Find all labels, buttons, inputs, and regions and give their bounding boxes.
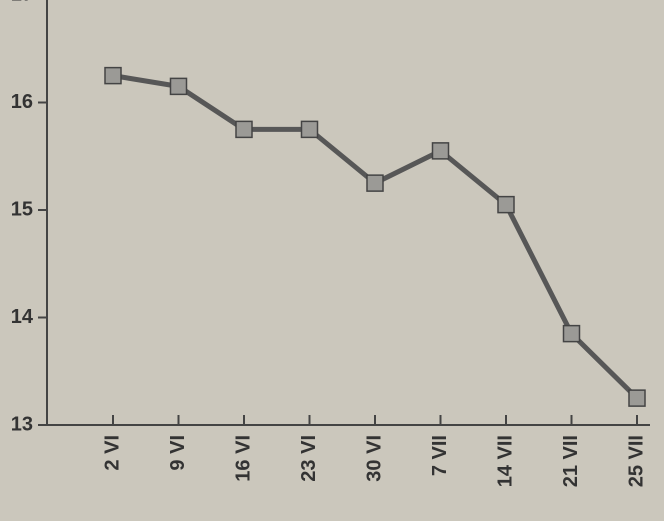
marker [497, 195, 515, 214]
y-tick-label: 16 [11, 91, 33, 113]
x-tick-label: 23 VI [298, 435, 320, 482]
marker [104, 66, 122, 85]
x-tick-label: 16 VI [232, 435, 254, 482]
x-tick-label: 14 VII [494, 435, 516, 487]
marker [366, 174, 384, 192]
x-tick-label: 7 VII [429, 435, 451, 476]
x-tick-label: 25 VII [625, 435, 647, 487]
x-tick-label: 30 VI [363, 435, 385, 482]
marker [628, 389, 646, 407]
y-tick-label: 14 [11, 306, 34, 328]
marker [562, 324, 581, 343]
marker [235, 120, 253, 139]
y-tick-label: 17 [11, 0, 33, 5]
marker [169, 77, 188, 96]
x-tick-label: 2 VI [101, 435, 123, 471]
marker [431, 142, 450, 160]
y-tick-label: 15 [11, 198, 33, 220]
x-tick-label: 9 VI [167, 435, 189, 471]
x-tick-label: 21 VII [560, 435, 582, 487]
marker [300, 120, 319, 139]
y-tick-label: 13 [11, 413, 33, 435]
